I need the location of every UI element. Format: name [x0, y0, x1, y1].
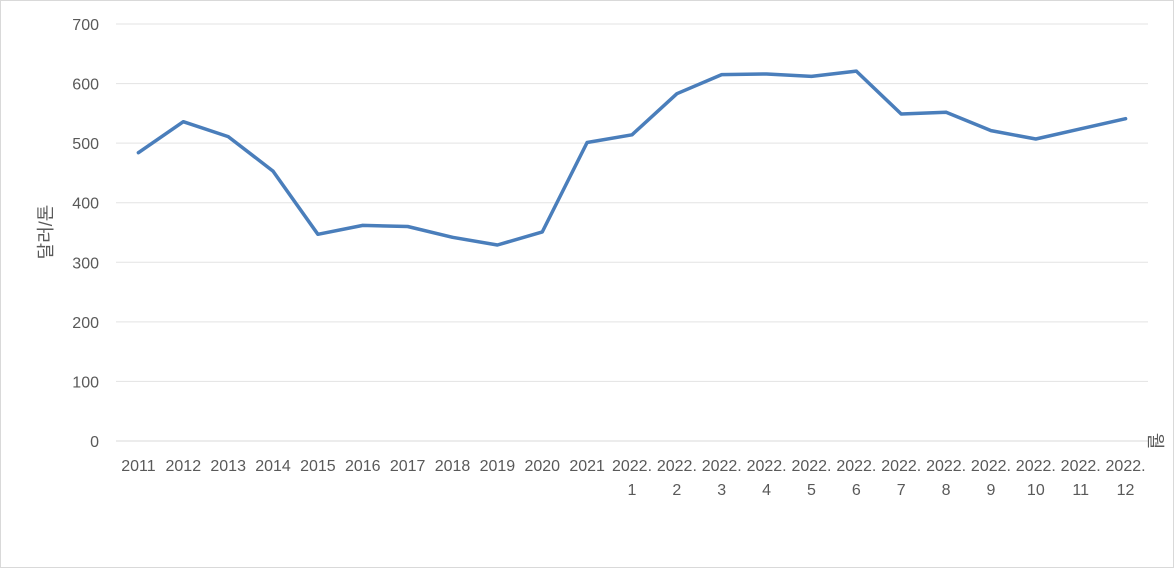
- x-tick-label: 2022.: [971, 458, 1011, 475]
- y-tick-label: 600: [72, 77, 99, 94]
- x-axis-ticks: 2011 2012 2013 2014 2015 2016 2017 2018 2019 2020…: [121, 458, 1145, 499]
- y-tick-label: 300: [72, 255, 99, 272]
- x-tick-label: 10: [1027, 482, 1045, 499]
- x-tick-label: 2021: [569, 458, 605, 475]
- x-tick-label: 2: [672, 482, 681, 499]
- x-tick-label: 2022.: [612, 458, 652, 475]
- data-point: [989, 129, 993, 133]
- data-point: [1124, 117, 1128, 121]
- x-tick-label: 6: [852, 482, 861, 499]
- series-line: [136, 69, 1128, 247]
- y-axis-ticks: 0 100 200 300 400 500 600 700: [72, 17, 99, 451]
- data-point: [406, 225, 410, 229]
- data-point: [809, 74, 813, 78]
- x-tick-label: 3: [717, 482, 726, 499]
- x-tick-label: 2014: [255, 458, 291, 475]
- x-tick-label: 11: [1072, 482, 1089, 499]
- x-tick-label: 12: [1117, 482, 1135, 499]
- x-tick-label: 9: [987, 482, 996, 499]
- x-tick-label: 2022.: [791, 458, 831, 475]
- data-point: [675, 92, 679, 96]
- data-point: [1034, 137, 1038, 141]
- x-axis-title: 월: [1145, 433, 1165, 450]
- y-tick-label: 200: [72, 315, 99, 332]
- x-tick-label: 2022.: [747, 458, 787, 475]
- x-tick-label: 2022.: [926, 458, 966, 475]
- gridlines: [116, 23, 1148, 442]
- x-tick-label: 2022.: [657, 458, 697, 475]
- y-tick-label: 0: [90, 434, 99, 451]
- x-tick-label: 4: [762, 482, 771, 499]
- x-tick-label: 2013: [210, 458, 246, 475]
- x-tick-label: 2018: [435, 458, 471, 475]
- x-tick-label: 2022.: [702, 458, 742, 475]
- x-tick-label: 2016: [345, 458, 381, 475]
- data-point: [136, 151, 140, 155]
- y-tick-label: 100: [72, 374, 99, 391]
- data-point: [720, 73, 724, 77]
- x-tick-label: 2017: [390, 458, 426, 475]
- data-point: [540, 230, 544, 234]
- data-point: [271, 169, 275, 173]
- data-point: [630, 133, 634, 137]
- x-tick-label: 2012: [166, 458, 202, 475]
- data-point: [944, 110, 948, 114]
- x-tick-label: 2019: [480, 458, 516, 475]
- data-point: [765, 72, 769, 76]
- data-point: [451, 235, 455, 239]
- y-axis-title: 달러/톤: [36, 205, 56, 260]
- x-tick-label: 2020: [524, 458, 560, 475]
- data-point: [585, 141, 589, 145]
- data-point: [181, 120, 185, 124]
- data-point: [1079, 127, 1083, 131]
- x-tick-label: 2022.: [1106, 458, 1146, 475]
- x-tick-label: 2022.: [881, 458, 921, 475]
- x-tick-label: 2015: [300, 458, 336, 475]
- data-point: [361, 223, 365, 227]
- y-tick-label: 700: [72, 17, 99, 34]
- x-tick-label: 2022.: [836, 458, 876, 475]
- data-point: [899, 112, 903, 116]
- x-tick-label: 7: [897, 482, 906, 499]
- x-tick-label: 2022.: [1016, 458, 1056, 475]
- x-tick-label: 5: [807, 482, 816, 499]
- x-tick-label: 8: [942, 482, 951, 499]
- y-tick-label: 500: [72, 136, 99, 153]
- x-tick-label: 2011: [121, 458, 156, 475]
- x-tick-label: 1: [628, 482, 637, 499]
- data-point: [854, 69, 858, 73]
- data-point: [226, 135, 230, 139]
- series-layer: [136, 69, 1128, 247]
- x-tick-label: 2022.: [1061, 458, 1101, 475]
- data-point: [316, 232, 320, 236]
- y-tick-label: 400: [72, 196, 99, 213]
- data-point: [495, 243, 499, 247]
